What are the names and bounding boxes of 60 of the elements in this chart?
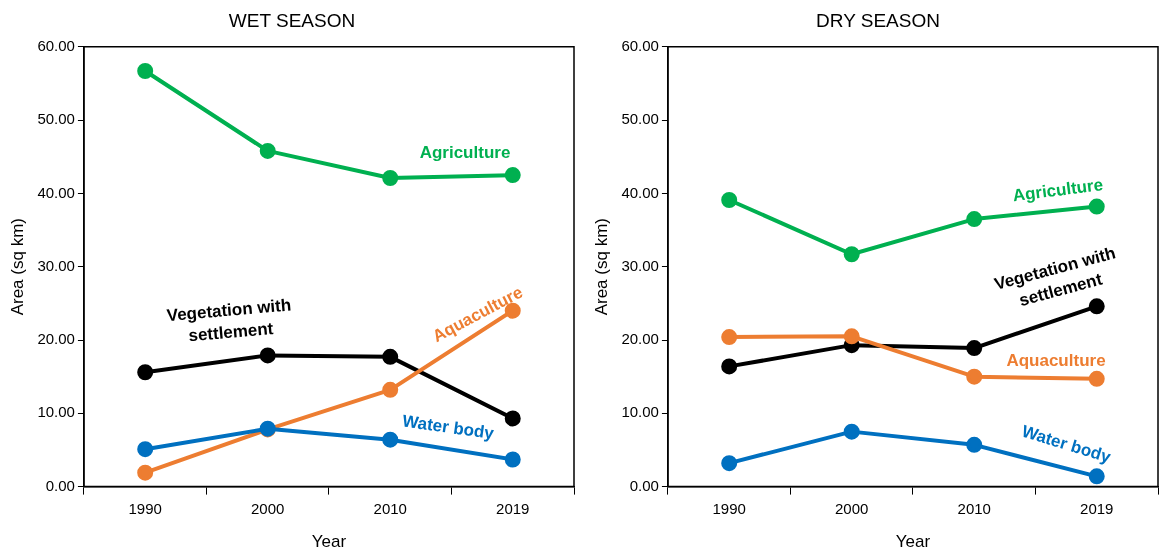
y-tick-label: 40.00 (37, 183, 75, 201)
point (382, 431, 399, 448)
text: Water body (401, 411, 496, 444)
point (843, 423, 860, 440)
point (137, 62, 154, 79)
y-tick-label: 20.00 (621, 330, 659, 348)
y-tick-label: 0.00 (45, 476, 75, 494)
point (382, 381, 399, 398)
y-tick-label: 30.00 (621, 256, 659, 274)
y-tick-label: 0.00 (629, 476, 659, 494)
point (721, 192, 738, 208)
x-tick-label: 2000 (835, 499, 869, 517)
point (137, 464, 154, 481)
point (966, 436, 983, 453)
y-axis-title: Area (sq km) (7, 218, 27, 316)
series-label: Vegetation with settlement (166, 295, 292, 346)
y-axis-title: Area (sq km) (591, 218, 611, 316)
x-tick-label: 2019 (496, 499, 530, 517)
point (966, 368, 983, 385)
point (843, 328, 860, 345)
point (721, 358, 738, 375)
point (504, 451, 521, 468)
point (504, 167, 521, 184)
y-tick-label: 30.00 (37, 256, 75, 274)
point (137, 364, 154, 381)
x-tick-label: 2019 (1080, 499, 1114, 517)
y-tick-label: 50.00 (37, 110, 75, 128)
y-tick-label: 50.00 (621, 110, 659, 128)
text: Agriculture (1011, 175, 1105, 206)
x-tick-label: 2010 (373, 499, 407, 517)
point (966, 340, 983, 357)
y-tick-label: 10.00 (37, 403, 75, 421)
series-label: Agriculture (419, 142, 511, 162)
x-axis-title: Year (895, 532, 931, 552)
x-tick-label: 1990 (128, 499, 162, 517)
chart-title: WET SEASON (228, 9, 356, 31)
point (1088, 468, 1105, 485)
point (721, 329, 738, 346)
y-tick-label: 40.00 (621, 183, 659, 201)
y-tick-label: 10.00 (621, 403, 659, 421)
x-tick-label: 2000 (251, 499, 285, 517)
text: Water body (1019, 421, 1114, 467)
point (137, 441, 154, 458)
y-tick-label: 20.00 (37, 330, 75, 348)
x-tick-label: 2010 (957, 499, 991, 517)
series-label: Aquaculture (1006, 350, 1106, 370)
point (382, 348, 399, 365)
x-axis-title: Year (311, 532, 347, 552)
y-tick-label: 60.00 (621, 36, 659, 54)
point (504, 410, 521, 427)
y-tick-label: 60.00 (37, 36, 75, 54)
point (259, 142, 276, 159)
point (966, 211, 983, 228)
point (1088, 370, 1105, 387)
x-tick-label: 1990 (712, 499, 746, 517)
point (721, 455, 738, 472)
point (382, 170, 399, 187)
point (259, 347, 276, 364)
point (843, 246, 860, 263)
chart-title: DRY SEASON (816, 9, 940, 31)
